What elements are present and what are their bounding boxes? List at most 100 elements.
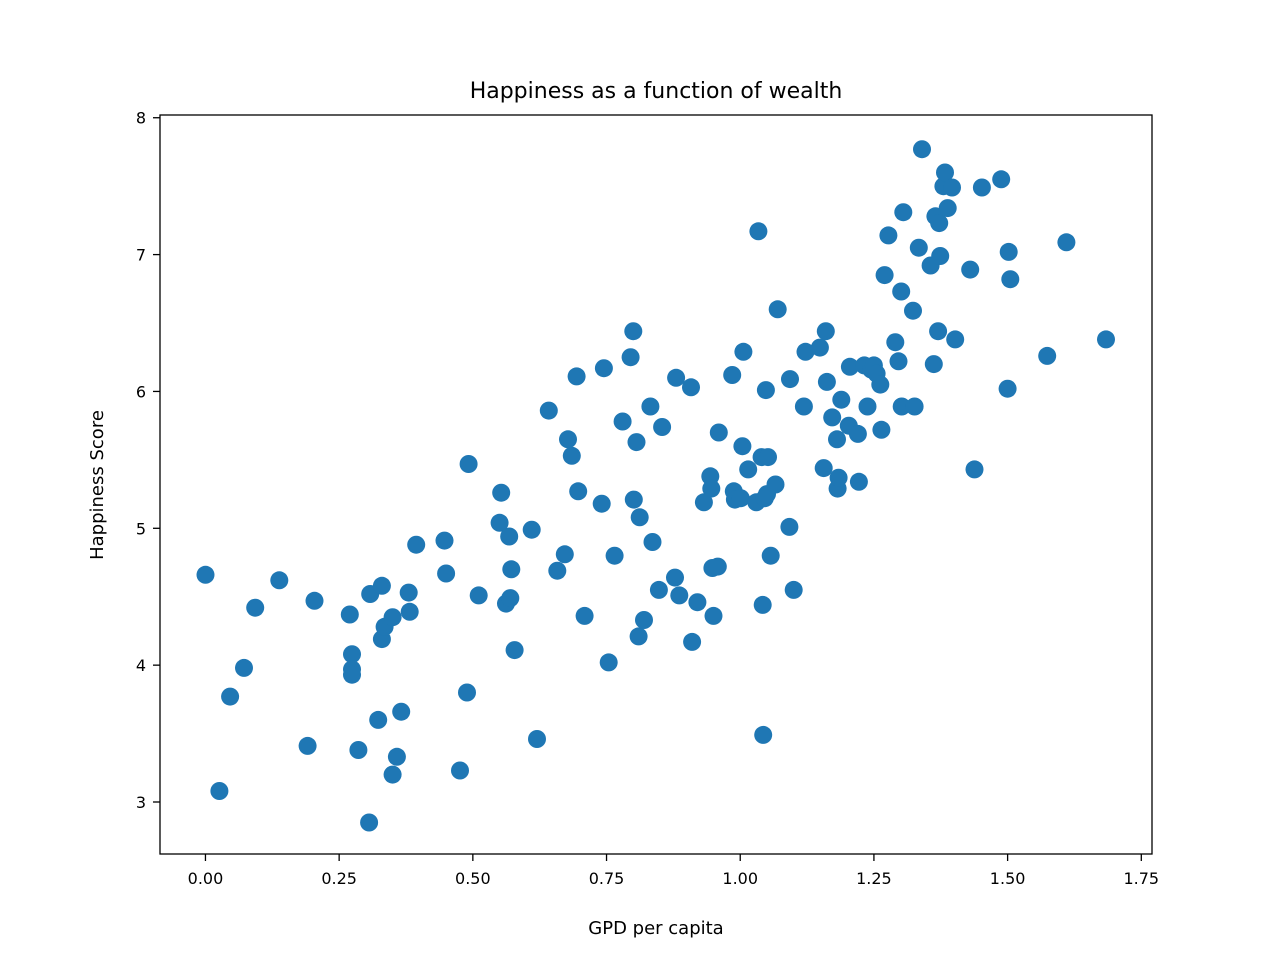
scatter-point	[992, 170, 1011, 189]
scatter-point	[500, 527, 519, 546]
scatter-point	[575, 606, 594, 625]
scatter-point	[938, 199, 957, 218]
x-tick-label: 0.25	[321, 869, 357, 888]
y-tick-label: 4	[136, 656, 146, 675]
x-tick-label: 0.75	[589, 869, 625, 888]
x-tick-label: 0.00	[188, 869, 224, 888]
scatter-point	[298, 736, 317, 755]
scatter-point	[739, 460, 758, 479]
scatter-point	[451, 761, 469, 780]
x-tick-label: 1.00	[722, 869, 758, 888]
scatter-point	[872, 420, 891, 439]
scatter-point	[965, 460, 984, 479]
scatter-point	[670, 586, 689, 605]
scatter-point	[548, 561, 567, 580]
scatter-point	[796, 342, 815, 361]
scatter-point	[723, 366, 742, 384]
scatter-point	[781, 370, 799, 389]
scatter-point	[930, 214, 949, 233]
scatter-point	[766, 475, 785, 494]
x-tick-label: 1.50	[990, 869, 1026, 888]
scatter-point	[613, 412, 632, 431]
scatter-point	[909, 238, 928, 257]
scatter-point	[528, 730, 546, 748]
scatter-point	[936, 163, 954, 182]
scatter-point	[858, 397, 877, 416]
scatter-point	[879, 226, 898, 245]
scatter-point	[605, 546, 624, 565]
scatter-point	[749, 222, 768, 241]
scatter-point	[437, 564, 456, 583]
scatter-point	[829, 468, 848, 487]
scatter-point	[458, 683, 476, 702]
scatter-point	[305, 591, 324, 610]
scatter-point	[946, 330, 965, 349]
scatter-point	[469, 586, 488, 605]
scatter-point	[1057, 233, 1076, 252]
scatter-point	[349, 741, 368, 759]
scatter-point	[704, 606, 723, 625]
scatter-point	[383, 608, 402, 627]
scatter-point	[270, 571, 289, 590]
x-axis: 0.00 0.25 0.50 0.75 1.00 1.25 1.50 1.75	[188, 854, 1159, 888]
scatter-point	[961, 260, 980, 279]
scatter-point	[780, 517, 799, 536]
scatter-point	[924, 355, 943, 374]
scatter-point	[459, 455, 478, 473]
scatter-point	[653, 418, 672, 436]
scatter-point	[235, 658, 253, 677]
scatter-point	[943, 178, 961, 197]
scatter-point	[1001, 270, 1020, 289]
scatter-point	[343, 645, 361, 664]
scatter-point	[387, 747, 406, 766]
points-layer	[196, 140, 1115, 832]
scatter-point	[889, 352, 908, 371]
scatter-point	[635, 611, 653, 629]
scatter-point	[972, 178, 991, 197]
scatter-point	[340, 605, 359, 624]
scatter-point	[621, 348, 640, 367]
scatter-point	[905, 397, 924, 416]
scatter-point	[569, 482, 588, 501]
scatter-point	[931, 247, 950, 265]
scatter-point	[221, 687, 240, 706]
scatter-point	[360, 813, 379, 832]
scatter-point	[998, 379, 1017, 398]
scatter-point	[708, 557, 727, 576]
scatter-point	[683, 632, 702, 651]
scatter-point	[196, 565, 215, 584]
scatter-point	[629, 627, 648, 646]
scatter-point	[490, 513, 509, 532]
scatter-point	[649, 580, 668, 599]
scatter-point	[641, 397, 660, 416]
scatter-point	[407, 535, 426, 554]
scatter-point	[567, 367, 586, 386]
scatter-point	[559, 430, 577, 449]
scatter-point	[555, 545, 574, 564]
y-axis: 3 4 5 6 7 8	[136, 109, 160, 812]
plot-frame	[159, 114, 1153, 855]
x-tick-label: 1.75	[1123, 869, 1159, 888]
scatter-point	[246, 598, 265, 617]
scatter-point	[399, 583, 418, 602]
scatter-point	[694, 493, 713, 512]
scatter-point	[759, 448, 777, 467]
scatter-point	[599, 653, 618, 672]
x-tick-label: 1.25	[856, 869, 892, 888]
scatter-point	[594, 359, 613, 378]
scatter-point	[734, 342, 753, 361]
scatter-point	[823, 408, 842, 427]
y-tick-label: 5	[136, 519, 146, 538]
y-axis-label: Happiness Score	[87, 410, 108, 560]
scatter-point	[886, 333, 905, 352]
scatter-point	[435, 531, 454, 550]
scatter-point	[894, 203, 913, 222]
scatter-point	[667, 368, 686, 387]
scatter-point	[372, 576, 391, 595]
scatter-point	[682, 378, 700, 397]
scatter-point	[624, 322, 643, 341]
scatter-point	[383, 765, 402, 784]
scatter-point	[369, 710, 388, 729]
scatter-point	[1038, 346, 1057, 365]
scatter-point	[810, 338, 829, 357]
